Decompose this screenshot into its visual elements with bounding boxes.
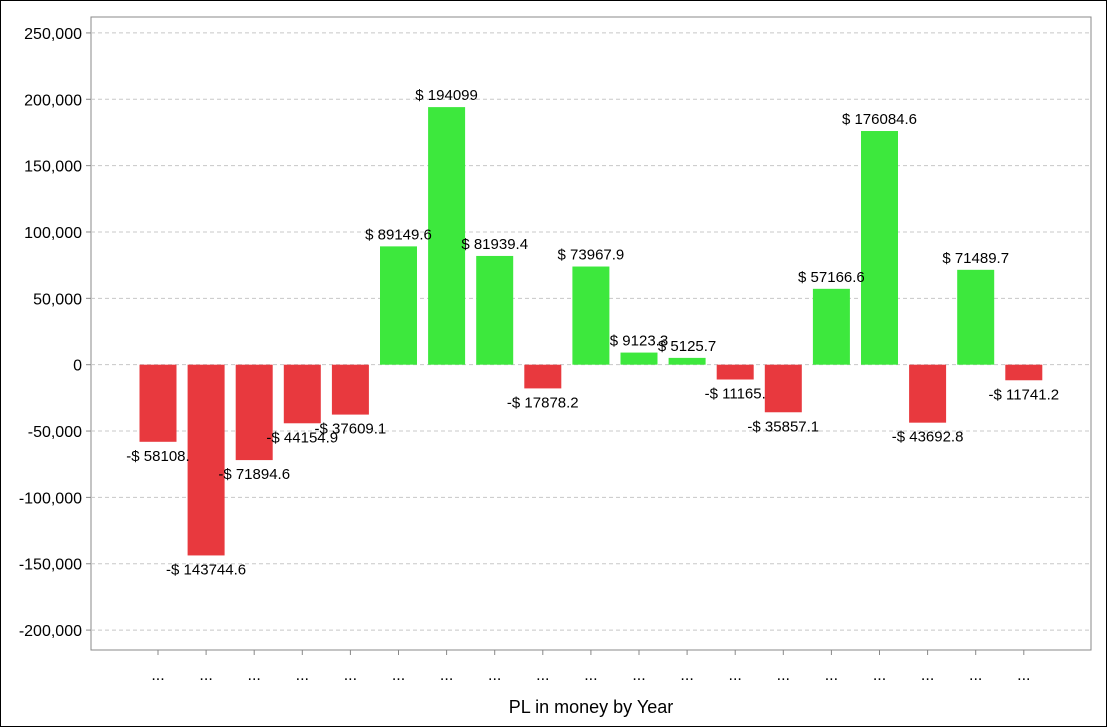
x-tick-label: ... bbox=[248, 667, 261, 684]
y-tick-label: 0 bbox=[73, 358, 82, 375]
data-label: $ 194099 bbox=[415, 87, 478, 104]
data-label: $ 9123.3 bbox=[610, 333, 668, 350]
data-label: $ 71489.7 bbox=[942, 250, 1009, 267]
bar[interactable] bbox=[620, 352, 658, 365]
x-tick-label: ... bbox=[873, 667, 886, 684]
bar[interactable] bbox=[235, 364, 273, 461]
x-tick-label: ... bbox=[680, 667, 693, 684]
data-label: -$ 11741.2 bbox=[988, 386, 1059, 403]
y-tick-label: -150,000 bbox=[19, 557, 82, 574]
data-label: -$ 11165. bbox=[705, 386, 766, 403]
bar[interactable] bbox=[812, 288, 850, 365]
data-label: $ 81939.4 bbox=[461, 236, 528, 253]
bar[interactable] bbox=[716, 364, 754, 380]
bar[interactable] bbox=[668, 357, 706, 365]
x-tick-label: ... bbox=[921, 667, 934, 684]
data-label: -$ 71894.6 bbox=[218, 466, 290, 483]
data-label: -$ 35857.1 bbox=[747, 418, 819, 435]
y-tick-label: -100,000 bbox=[19, 490, 82, 507]
data-label: $ 176084.6 bbox=[842, 111, 917, 128]
bar[interactable] bbox=[909, 364, 947, 423]
bars bbox=[139, 107, 1043, 556]
bar[interactable] bbox=[764, 364, 802, 413]
x-tick-label: ... bbox=[632, 667, 645, 684]
y-tick-label: 100,000 bbox=[24, 225, 82, 242]
x-tick-label: ... bbox=[440, 667, 453, 684]
bar[interactable] bbox=[428, 107, 466, 365]
data-label: $ 73967.9 bbox=[558, 247, 625, 264]
x-tick-label: ... bbox=[584, 667, 597, 684]
bar[interactable] bbox=[957, 269, 995, 365]
x-tick-label: ... bbox=[488, 667, 501, 684]
data-labels: -$ 58108. -$ 143744.6 -$ 71894.6 -$ 44154.9… bbox=[126, 87, 1059, 578]
bar[interactable] bbox=[476, 255, 514, 365]
x-axis-title: PL in money by Year bbox=[509, 697, 673, 717]
bar[interactable] bbox=[380, 246, 417, 365]
bar[interactable] bbox=[283, 364, 321, 424]
bar[interactable] bbox=[187, 364, 225, 556]
bar[interactable] bbox=[1005, 364, 1043, 381]
bar[interactable] bbox=[139, 364, 177, 442]
x-tick-label: ... bbox=[199, 667, 212, 684]
x-tick-label: ... bbox=[1017, 667, 1030, 684]
grid-lines bbox=[91, 32, 1091, 631]
data-label: $ 89149.6 bbox=[365, 226, 432, 243]
x-tick-label: ... bbox=[151, 667, 164, 684]
y-tick-label: 200,000 bbox=[24, 92, 82, 109]
data-label: $ 5125.7 bbox=[658, 338, 716, 355]
y-tick-label: 150,000 bbox=[24, 159, 82, 176]
bar[interactable] bbox=[572, 266, 610, 365]
x-tick-label: ... bbox=[825, 667, 838, 684]
x-tick-label: ... bbox=[344, 667, 357, 684]
x-tick-label: ... bbox=[777, 667, 790, 684]
x-tick-label: ... bbox=[729, 667, 742, 684]
x-tick-label: ... bbox=[296, 667, 309, 684]
y-tick-label: 50,000 bbox=[33, 291, 82, 308]
data-label: -$ 143744.6 bbox=[166, 561, 246, 578]
y-tick-label: -50,000 bbox=[28, 424, 82, 441]
y-axis-ticks: 250,000 200,000 150,000 100,000 50,000 0 -50,0… bbox=[19, 26, 91, 640]
data-label: -$ 44154.9 bbox=[266, 429, 338, 446]
bar[interactable] bbox=[861, 131, 898, 365]
x-tick-label: ... bbox=[392, 667, 405, 684]
y-tick-label: 250,000 bbox=[24, 26, 82, 43]
data-label: $ 57166.6 bbox=[798, 269, 865, 286]
bar[interactable] bbox=[331, 364, 369, 415]
y-tick-label: -200,000 bbox=[19, 623, 82, 640]
x-axis-ticks: ........................................… bbox=[151, 650, 1030, 684]
x-tick-label: ... bbox=[969, 667, 982, 684]
data-label: -$ 43692.8 bbox=[892, 429, 964, 446]
data-label: -$ 58108. bbox=[126, 448, 189, 465]
data-label: -$ 37609.1 bbox=[315, 421, 387, 438]
bar[interactable] bbox=[524, 364, 562, 389]
data-label: -$ 17878.2 bbox=[507, 394, 579, 411]
x-tick-label: ... bbox=[536, 667, 549, 684]
